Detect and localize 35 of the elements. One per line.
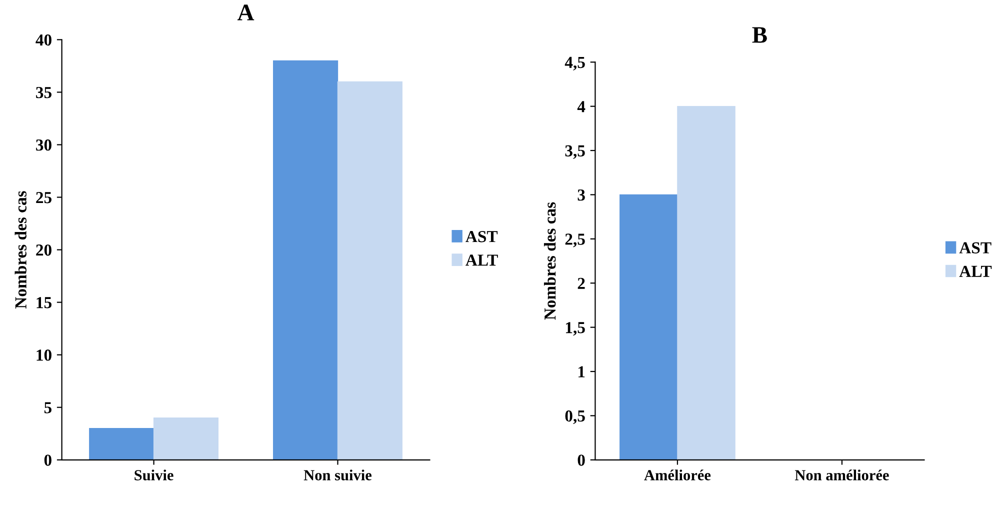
y-tick-label: 4,5 bbox=[564, 56, 585, 70]
y-axis-title: Nombres des cas bbox=[544, 202, 556, 320]
x-tick-label: Améliorée bbox=[644, 470, 711, 480]
bar bbox=[153, 418, 219, 460]
legend-label: AST bbox=[959, 242, 992, 254]
y-tick-label: 10 bbox=[36, 350, 52, 361]
y-tick-label: 20 bbox=[36, 244, 52, 256]
bar bbox=[273, 60, 338, 460]
chart-title: A bbox=[237, 4, 254, 20]
y-tick-label: 0 bbox=[578, 454, 585, 466]
y-tick-label: 5 bbox=[44, 402, 52, 414]
y-tick-label: 3,5 bbox=[565, 145, 585, 159]
y-axis-title: Nombres des cas bbox=[14, 191, 26, 309]
y-tick-label: 35 bbox=[36, 86, 52, 98]
y-tick-label: 0 bbox=[44, 454, 52, 466]
y-tick-label: 2 bbox=[578, 278, 585, 289]
bar bbox=[89, 428, 154, 460]
y-tick-label: 15 bbox=[36, 297, 52, 308]
legend-label: AST bbox=[466, 231, 498, 242]
y-tick-label: 1 bbox=[578, 366, 585, 378]
y-tick-label: 3 bbox=[578, 189, 585, 201]
x-tick-label: Non suivie bbox=[304, 470, 372, 480]
y-tick-label: 4 bbox=[577, 101, 586, 112]
legend-label: ALT bbox=[466, 254, 498, 266]
y-tick-label: 2,5 bbox=[565, 234, 585, 248]
y-tick-label: 40 bbox=[36, 34, 52, 46]
chart-title: B bbox=[752, 27, 767, 43]
y-tick-label: 30 bbox=[36, 139, 52, 151]
x-tick-label: Suivie bbox=[134, 470, 174, 480]
y-tick-label: 0,5 bbox=[565, 410, 585, 424]
legend-label: ALT bbox=[959, 266, 992, 277]
bar bbox=[337, 81, 402, 460]
y-tick-label: 1,5 bbox=[566, 322, 585, 336]
y-tick-label: 25 bbox=[36, 192, 52, 204]
x-tick-label: Non améliorée bbox=[794, 470, 889, 480]
